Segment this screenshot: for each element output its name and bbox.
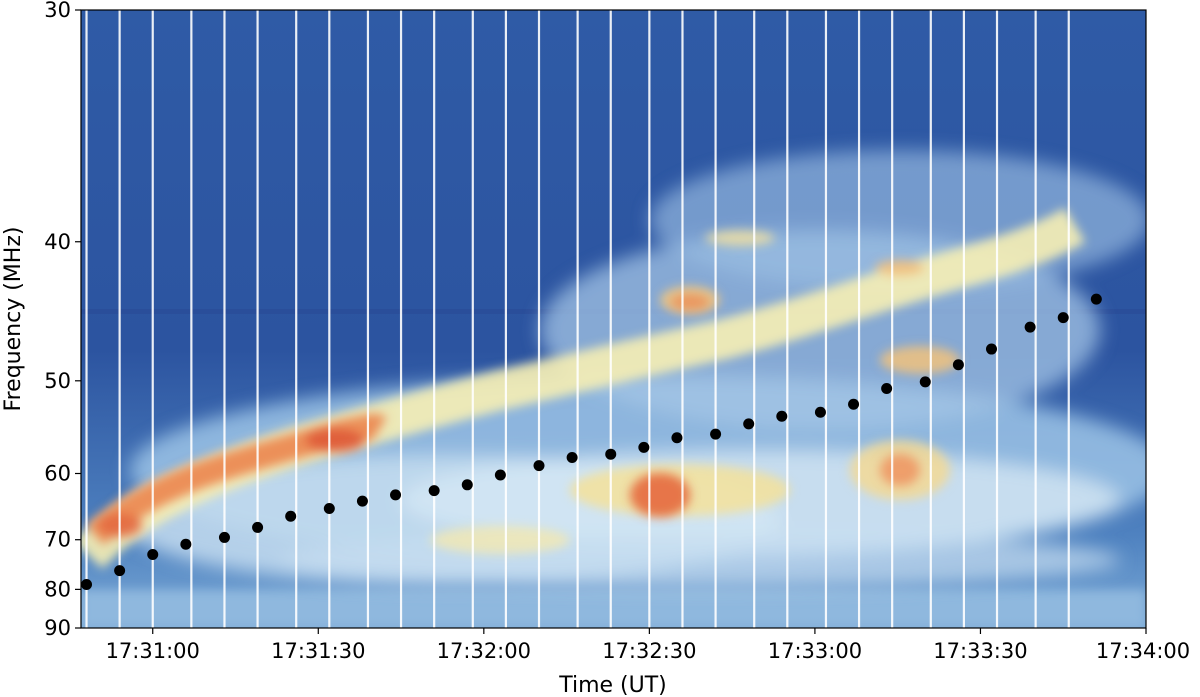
data-point xyxy=(356,495,368,507)
data-point xyxy=(814,406,826,418)
y-tick-label: 90 xyxy=(44,616,71,640)
x-tick-label: 17:32:00 xyxy=(437,639,531,663)
data-point xyxy=(428,485,440,497)
data-point xyxy=(919,376,931,388)
data-point xyxy=(390,489,402,501)
data-point xyxy=(1024,321,1036,333)
data-point xyxy=(533,460,545,472)
data-point xyxy=(252,521,264,533)
data-point xyxy=(147,548,159,560)
x-tick-label: 17:31:30 xyxy=(271,639,365,663)
y-axis-label: Frequency (MHz) xyxy=(1,227,26,412)
x-tick-label: 17:31:00 xyxy=(106,639,200,663)
y-tick-label: 60 xyxy=(44,462,71,486)
data-point xyxy=(1090,293,1102,305)
data-point xyxy=(114,565,126,577)
data-point xyxy=(218,531,230,543)
data-point xyxy=(461,479,473,491)
x-tick-label: 17:33:30 xyxy=(933,639,1027,663)
data-point xyxy=(605,448,617,460)
y-axis: 30 40 50 60 70 80 90 xyxy=(44,0,81,640)
y-tick-label: 40 xyxy=(44,230,71,254)
data-point xyxy=(638,441,650,453)
x-tick-label: 17:32:30 xyxy=(602,639,696,663)
data-point xyxy=(848,398,860,410)
y-tick-label: 80 xyxy=(44,577,71,601)
x-axis: 17:31:00 17:31:30 17:32:00 17:32:30 17:33:00… xyxy=(106,628,1190,663)
data-point xyxy=(952,359,964,371)
data-point xyxy=(671,432,683,444)
data-point xyxy=(285,510,297,522)
x-tick-label: 17:34:00 xyxy=(1096,639,1190,663)
data-point xyxy=(985,343,997,355)
y-tick-label: 70 xyxy=(44,528,71,552)
x-tick-label: 17:33:00 xyxy=(768,639,862,663)
data-point xyxy=(323,502,335,514)
data-point xyxy=(81,579,93,591)
data-point xyxy=(743,418,755,430)
drift-points xyxy=(81,293,1102,591)
y-tick-label: 50 xyxy=(44,369,71,393)
x-axis-label: Time (UT) xyxy=(558,673,667,697)
data-point xyxy=(494,469,506,481)
plot-frame xyxy=(80,9,1147,629)
data-point xyxy=(180,538,192,550)
data-point xyxy=(1057,312,1069,324)
data-point xyxy=(881,382,893,394)
data-point xyxy=(566,452,578,464)
data-point xyxy=(710,428,722,440)
y-tick-label: 30 xyxy=(44,0,71,22)
scan-lines xyxy=(85,10,1070,628)
spectrum-heatmap xyxy=(81,10,1146,628)
data-point xyxy=(776,410,788,422)
